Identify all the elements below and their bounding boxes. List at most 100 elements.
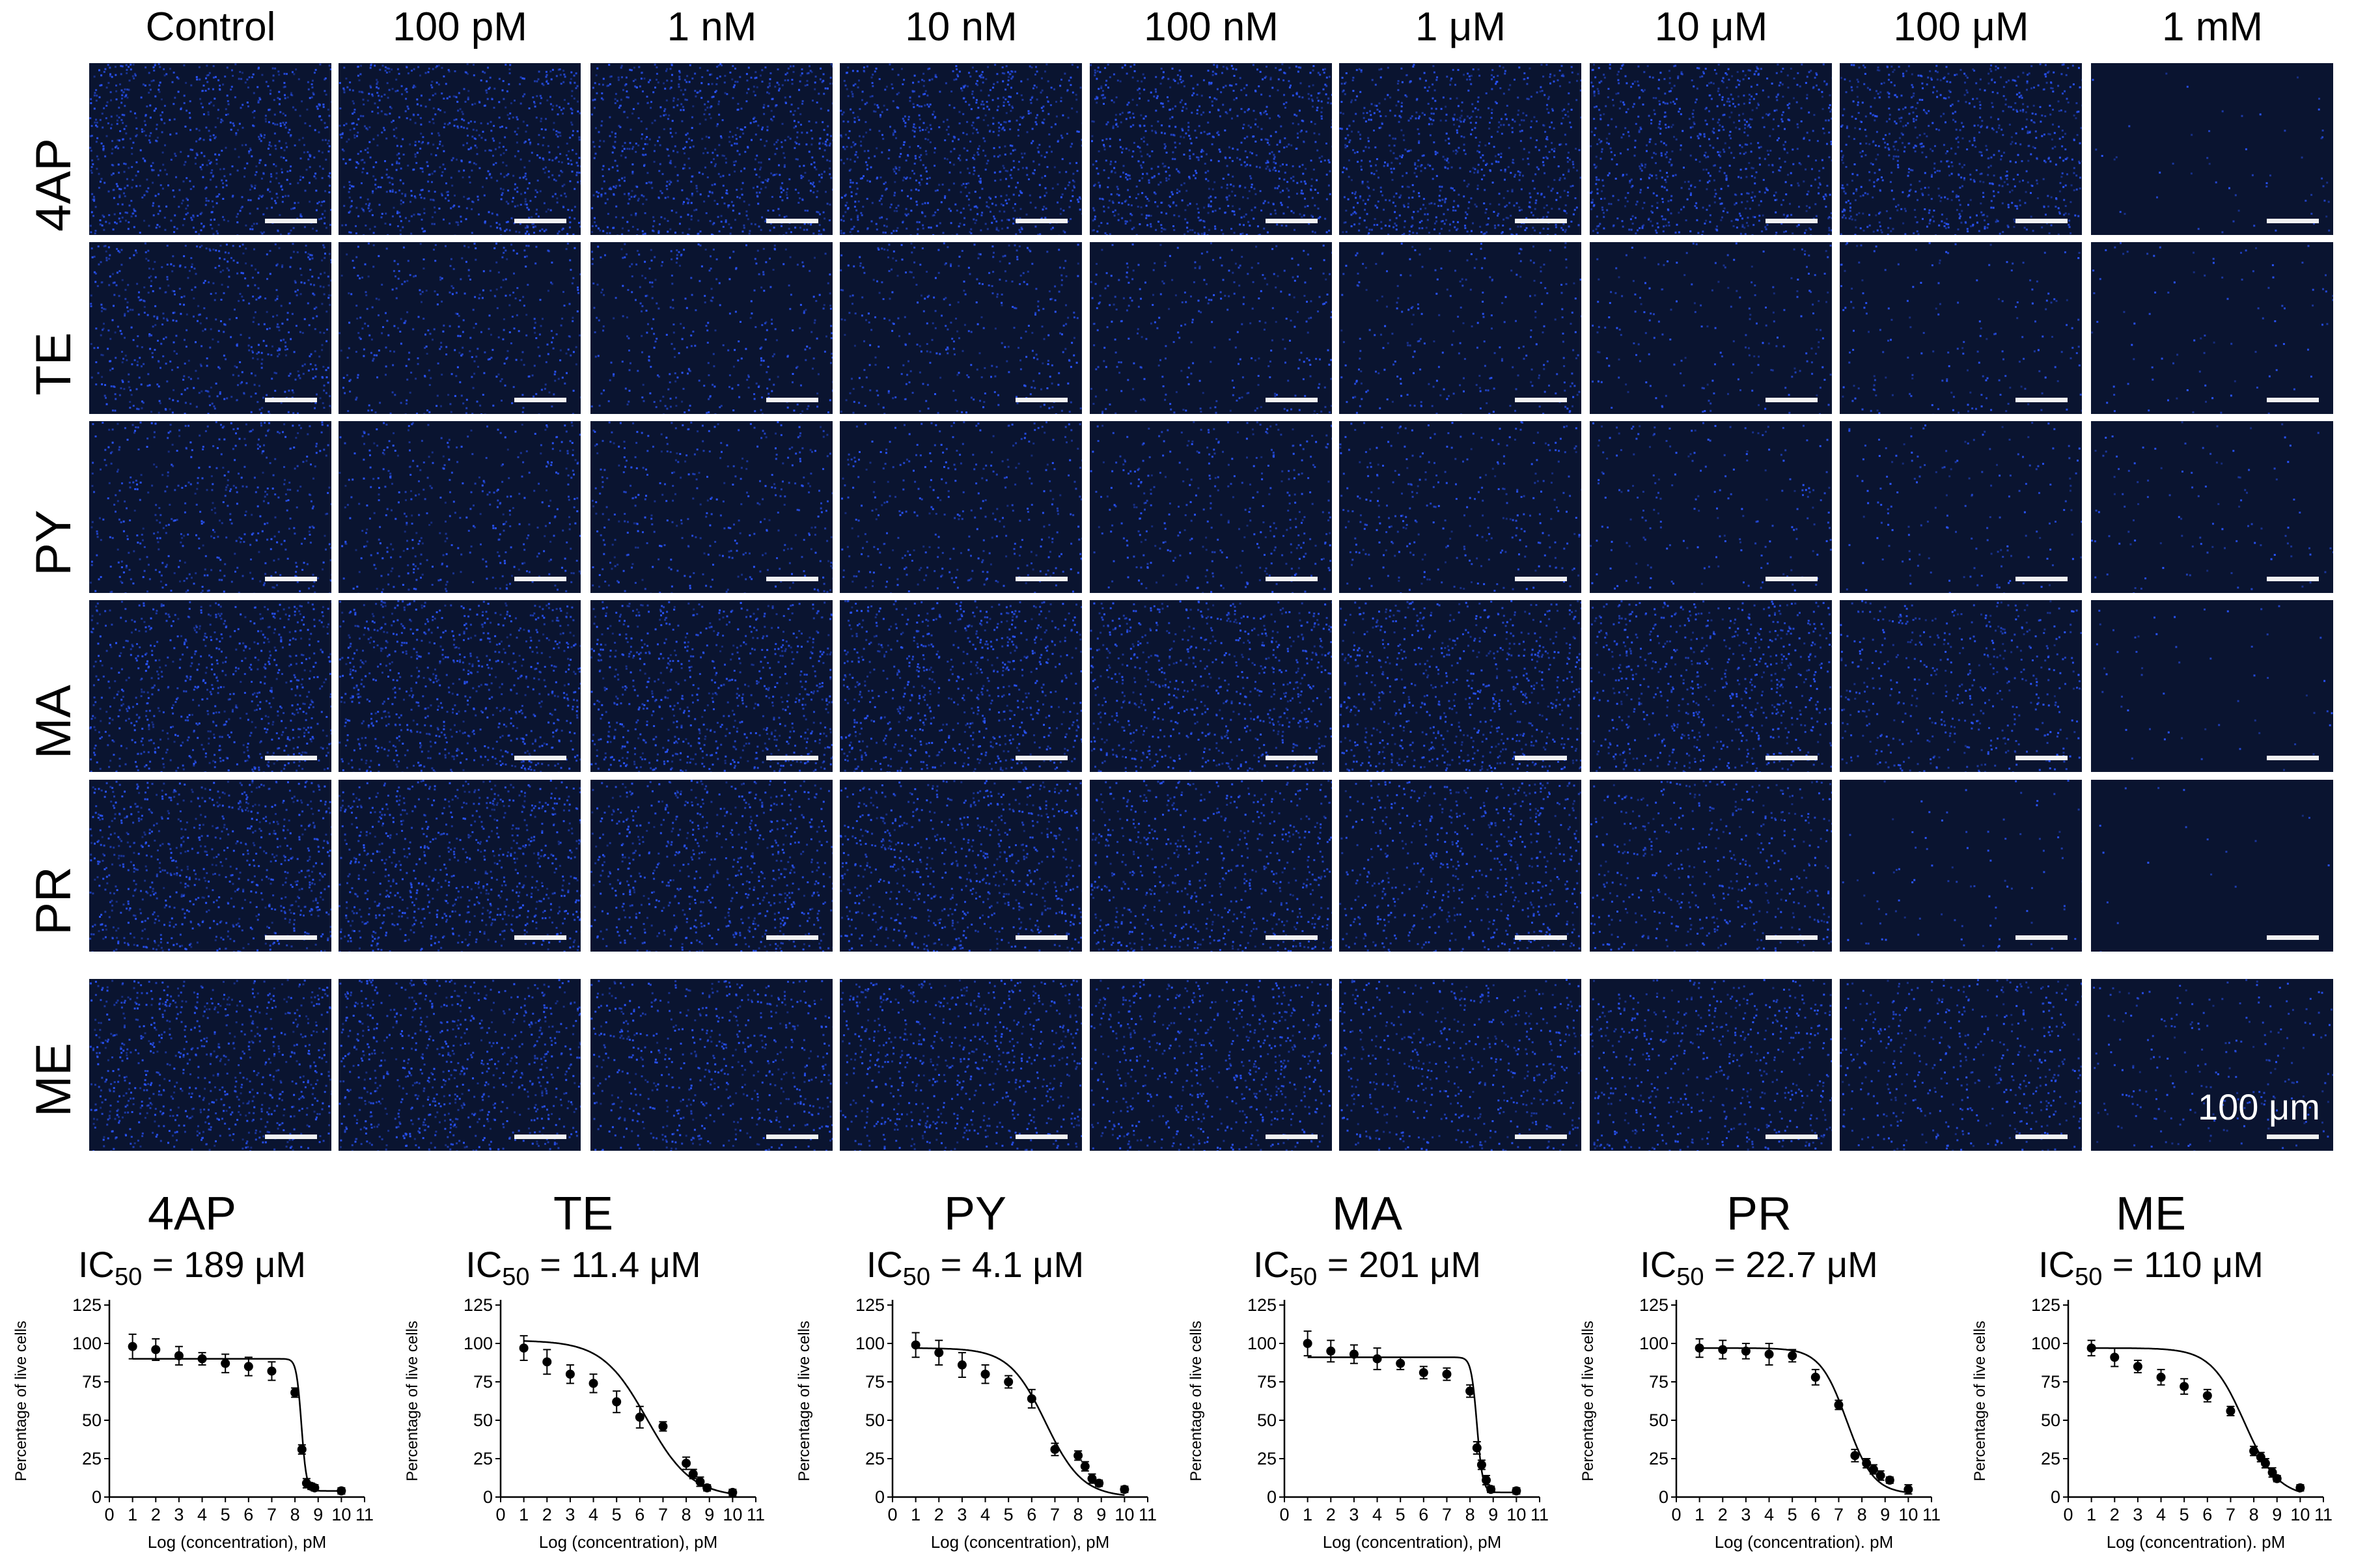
- x-tick-label: 1: [2086, 1505, 2096, 1524]
- data-point: [688, 1469, 698, 1479]
- y-tick-label: 50: [2041, 1410, 2060, 1430]
- y-tick-label: 75: [865, 1372, 885, 1392]
- y-tick-label: 125: [1639, 1295, 1669, 1315]
- ic50-subscript: 50: [502, 1263, 529, 1291]
- plot-title: 4AP: [0, 1188, 384, 1240]
- y-tick-label: 50: [1649, 1410, 1669, 1430]
- data-point: [174, 1351, 184, 1360]
- dose-response-plot-ma: MA IC50 = 201 μM 0 25 50 75 100 125 0 1 2 3 4 5 6 7 8 9 10…: [1175, 1172, 1559, 1568]
- y-tick-label: 25: [1649, 1449, 1669, 1468]
- x-tick-label: 11: [1530, 1505, 1549, 1524]
- y-tick-label: 0: [92, 1487, 102, 1507]
- micrograph-4ap-3: [840, 63, 1082, 235]
- y-axis-label: Percentage of live cells: [1971, 1321, 1989, 1481]
- x-tick-label: 7: [1050, 1505, 1060, 1524]
- x-tick-label: 6: [1810, 1505, 1820, 1524]
- scale-bar: [265, 1135, 317, 1139]
- scale-bar: [1515, 219, 1567, 223]
- data-point: [243, 1362, 253, 1371]
- y-tick-label: 75: [473, 1372, 493, 1392]
- y-tick-label: 25: [865, 1449, 885, 1468]
- ic50-value: = 189 μM: [142, 1244, 306, 1285]
- y-tick-label: 100: [855, 1334, 885, 1353]
- data-point: [197, 1354, 207, 1364]
- data-point: [2202, 1391, 2212, 1401]
- data-point: [1476, 1460, 1486, 1470]
- fit-curve: [1699, 1347, 1909, 1494]
- x-tick-label: 1: [1695, 1505, 1704, 1524]
- x-tick-label: 8: [682, 1505, 691, 1524]
- data-point: [1087, 1474, 1097, 1483]
- x-tick-label: 2: [2110, 1505, 2120, 1524]
- data-point: [1073, 1451, 1083, 1461]
- data-point: [1862, 1459, 1872, 1468]
- micrograph-ma-3: [840, 600, 1082, 772]
- y-tick-label: 100: [2031, 1334, 2060, 1353]
- x-tick-label: 5: [2180, 1505, 2189, 1524]
- y-tick-label: 25: [2041, 1449, 2060, 1468]
- micrograph-ma-5: [1339, 600, 1581, 772]
- x-tick-label: 4: [980, 1505, 990, 1524]
- x-tick-label: 8: [290, 1505, 300, 1524]
- data-point: [1326, 1346, 1336, 1356]
- micrograph-te-8: [2091, 242, 2333, 414]
- scale-bar: [265, 219, 317, 223]
- micrograph-4ap-4: [1090, 63, 1332, 235]
- row-label-py: PY: [26, 494, 81, 592]
- column-header-7: 100 μM: [1836, 1, 2086, 53]
- scale-bar-label: 100 μm: [2198, 1086, 2320, 1128]
- y-tick-label: 75: [1649, 1372, 1669, 1392]
- x-tick-label: 6: [2202, 1505, 2212, 1524]
- data-point: [1834, 1400, 1844, 1410]
- micrograph-pr-6: [1590, 780, 1832, 952]
- scale-bar: [766, 577, 818, 581]
- ic50-text: IC: [1253, 1244, 1290, 1285]
- y-tick-label: 0: [2051, 1487, 2060, 1507]
- micrograph-py-7: [1840, 421, 2082, 593]
- row-label-ma: MA: [26, 673, 81, 771]
- micrograph-ma-2: [590, 600, 833, 772]
- ic50-text: IC: [465, 1244, 502, 1285]
- micrograph-pr-5: [1339, 780, 1581, 952]
- x-axis-label: Log (concentration). pM: [1715, 1532, 1894, 1552]
- data-point: [1396, 1358, 1405, 1368]
- data-point: [957, 1360, 967, 1370]
- x-tick-label: 11: [1922, 1505, 1941, 1524]
- scale-bar: [2015, 577, 2068, 581]
- x-tick-label: 5: [612, 1505, 622, 1524]
- scale-bar: [1515, 1135, 1567, 1139]
- ic50-subscript: 50: [903, 1263, 930, 1291]
- x-tick-label: 7: [267, 1505, 277, 1524]
- x-tick-label: 0: [887, 1505, 897, 1524]
- scale-bar: [1016, 935, 1068, 940]
- scale-bar: [2267, 756, 2319, 760]
- micrograph-py-4: [1090, 421, 1332, 593]
- scale-bar: [2015, 1135, 2068, 1139]
- data-point: [2249, 1446, 2259, 1456]
- data-point: [1419, 1368, 1428, 1377]
- dose-response-plots: 4AP IC50 = 189 μM 0 25 50 75 100 125 0 1 2 3 4 5 6 7 8 9 1…: [0, 1172, 2354, 1568]
- x-tick-label: 8: [2249, 1505, 2259, 1524]
- data-point: [1120, 1485, 1129, 1494]
- ic50-text: IC: [1640, 1244, 1676, 1285]
- x-tick-label: 2: [1326, 1505, 1336, 1524]
- x-tick-label: 11: [2314, 1505, 2333, 1524]
- y-tick-label: 100: [72, 1334, 102, 1353]
- x-tick-label: 10: [1115, 1505, 1134, 1524]
- scale-bar: [1016, 756, 1068, 760]
- data-point: [728, 1487, 738, 1497]
- x-tick-label: 3: [957, 1505, 967, 1524]
- data-point: [1486, 1485, 1496, 1494]
- x-tick-label: 0: [2063, 1505, 2073, 1524]
- dose-response-plot-me: ME IC50 = 110 μM 0 25 50 75 100 125 0 1 2 3 4 5 6 7 8 9 10…: [1959, 1172, 2343, 1568]
- micrograph-ma-1: [339, 600, 581, 772]
- x-tick-label: 11: [747, 1505, 765, 1524]
- y-tick-label: 75: [82, 1372, 102, 1392]
- data-point: [2133, 1362, 2142, 1371]
- scale-bar: [1766, 219, 1818, 223]
- x-tick-label: 0: [1279, 1505, 1289, 1524]
- ic50-subscript: 50: [1290, 1263, 1317, 1291]
- data-point: [221, 1358, 230, 1368]
- x-tick-label: 7: [2226, 1505, 2236, 1524]
